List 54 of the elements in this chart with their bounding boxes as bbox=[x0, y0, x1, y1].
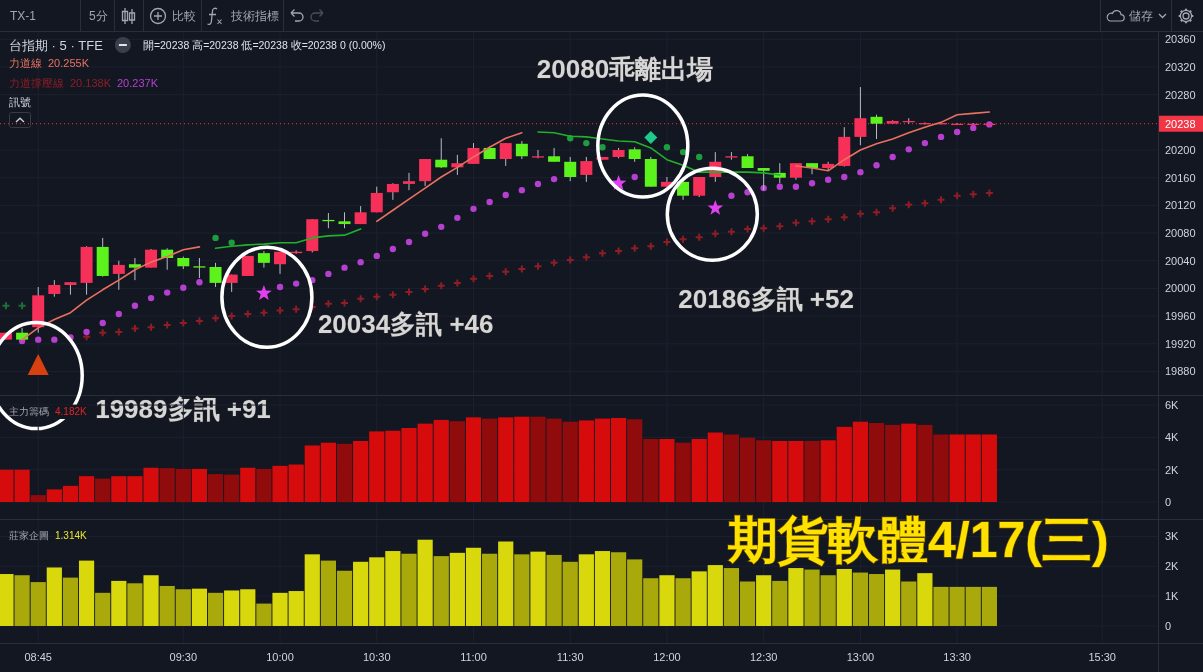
x-tick-label: 12:00 bbox=[653, 651, 681, 663]
y-tick-label: 20120 bbox=[1165, 199, 1196, 212]
annotation: 19989多訊 +91 bbox=[95, 393, 271, 424]
y-tick-label: 20280 bbox=[1165, 88, 1196, 101]
annotation: 4.182K bbox=[55, 406, 88, 417]
y-tick-label: 20160 bbox=[1165, 171, 1196, 184]
text: 台指期 · 5 · TFE bbox=[9, 38, 104, 53]
y-tick-label: 20360 bbox=[1165, 33, 1196, 46]
x-tick-label: 11:30 bbox=[556, 651, 584, 663]
text: 比較 bbox=[172, 9, 196, 23]
y-tick-label: 2K bbox=[1165, 463, 1180, 476]
annotation: 20080乖離出場 bbox=[536, 54, 714, 85]
y-tick-label: 19880 bbox=[1165, 365, 1196, 378]
annotation: 20.237K bbox=[116, 76, 159, 89]
annotation: 期貨軟體4/17(三) bbox=[727, 512, 1109, 568]
x-tick-label: 12:30 bbox=[749, 651, 778, 663]
y-tick-label: 20320 bbox=[1165, 60, 1196, 73]
x-tick-label: 11:00 bbox=[460, 651, 487, 663]
y-tick-label: 4K bbox=[1165, 431, 1180, 444]
y-tick-label: 2K bbox=[1165, 560, 1180, 573]
x-tick-label: 15:30 bbox=[1088, 651, 1116, 663]
y-tick-label: 20080 bbox=[1165, 227, 1196, 240]
text: 開=20238 高=20238 低=20238 收=20238 0 (0.00%) bbox=[142, 39, 386, 51]
annotation: 20186多訊 +52 bbox=[678, 284, 854, 315]
y-tick-label: 20000 bbox=[1165, 282, 1196, 295]
annotation: 20.138K bbox=[70, 76, 112, 89]
text: TX-1 bbox=[10, 9, 37, 23]
y-tick-label: 20200 bbox=[1165, 144, 1196, 157]
y-tick-label: 20040 bbox=[1165, 254, 1196, 267]
x-tick-label: 10:00 bbox=[266, 651, 294, 663]
annotation: 20034多訊 +46 bbox=[317, 309, 494, 340]
text: 技術指標 bbox=[230, 9, 279, 23]
y-tick-label: 19920 bbox=[1165, 337, 1196, 350]
y-tick-label: 0 bbox=[1165, 619, 1172, 632]
text: 力道撐壓線 bbox=[9, 76, 64, 89]
annotation: 1.314K bbox=[55, 530, 88, 541]
annotation: 訊號 bbox=[9, 96, 31, 108]
y-tick-label: 3K bbox=[1165, 530, 1180, 543]
y-tick-label: 1K bbox=[1165, 590, 1180, 603]
ref-line-label: 20238 bbox=[1165, 117, 1196, 130]
y-tick-label: 6K bbox=[1165, 399, 1180, 412]
text: 儲存 bbox=[1129, 9, 1153, 23]
text: 5分 bbox=[89, 9, 108, 23]
x-tick-label: 13:30 bbox=[943, 651, 971, 663]
texts: 主力籌碼 4.182K bbox=[9, 405, 89, 419]
x-tick-label: 10:30 bbox=[362, 651, 391, 663]
annotation: 20.255K bbox=[48, 57, 90, 69]
y-tick-label: 0 bbox=[1165, 496, 1172, 509]
x-tick-label: 13:00 bbox=[846, 651, 875, 663]
y-tick-label: 19960 bbox=[1165, 310, 1196, 323]
text: 莊家企圖 bbox=[9, 530, 49, 541]
x-tick-label: 09:30 bbox=[169, 651, 198, 663]
text: 力道線 bbox=[9, 57, 42, 69]
x-tick-label: 08:45 bbox=[24, 651, 52, 663]
